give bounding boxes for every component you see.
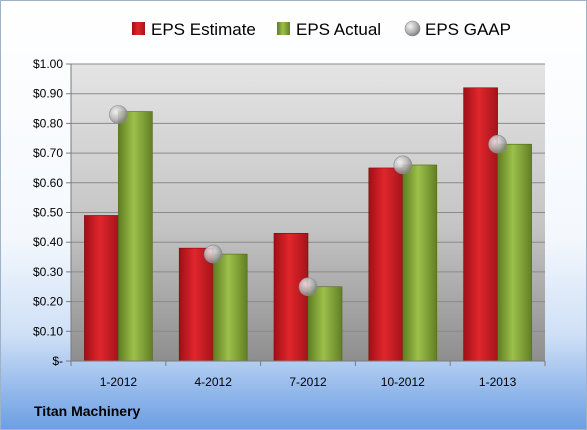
legend-swatch-actual <box>277 22 290 35</box>
point-eps-gaap <box>298 277 318 297</box>
y-tick-label: $0.40 <box>33 235 63 249</box>
bar-eps-actual <box>497 143 532 362</box>
legend-label: EPS GAAP <box>425 20 511 39</box>
y-tick-label: $0.20 <box>33 295 63 309</box>
bar-eps-estimate <box>178 247 214 362</box>
bar-eps-actual <box>307 286 343 362</box>
x-tick-label: 1-2013 <box>479 375 517 389</box>
y-tick-label: $- <box>52 354 63 368</box>
point-eps-gaap <box>203 244 223 264</box>
y-tick-label: $0.60 <box>33 176 63 190</box>
bar-eps-estimate <box>463 87 498 362</box>
bar-eps-estimate <box>273 232 309 362</box>
bar-eps-actual <box>212 253 248 362</box>
x-tick-label: 1-2012 <box>100 375 138 389</box>
point-eps-gaap <box>393 155 413 175</box>
legend-label: EPS Actual <box>296 20 381 39</box>
bar-eps-actual <box>402 164 438 362</box>
x-tick-label: 4-2012 <box>195 375 233 389</box>
y-tick-label: $0.90 <box>33 87 63 101</box>
legend-swatch-gaap <box>404 20 421 37</box>
x-tick-label: 7-2012 <box>289 375 327 389</box>
y-tick-label: $0.10 <box>33 324 63 338</box>
y-tick-label: $0.50 <box>33 206 63 220</box>
y-tick-label: $1.00 <box>33 57 63 71</box>
bar-eps-estimate <box>368 167 404 362</box>
company-name: Titan Machinery <box>34 403 141 419</box>
y-tick-label: $0.80 <box>33 116 63 130</box>
x-tick-label: 10-2012 <box>381 375 425 389</box>
legend-swatch-estimate <box>132 22 145 35</box>
point-eps-gaap <box>109 105 128 124</box>
point-eps-gaap <box>488 134 507 154</box>
y-tick-label: $0.70 <box>33 146 63 160</box>
bar-eps-actual <box>118 111 153 362</box>
bar-eps-estimate <box>84 215 119 362</box>
y-tick-label: $0.30 <box>33 265 63 279</box>
legend-label: EPS Estimate <box>151 20 256 39</box>
